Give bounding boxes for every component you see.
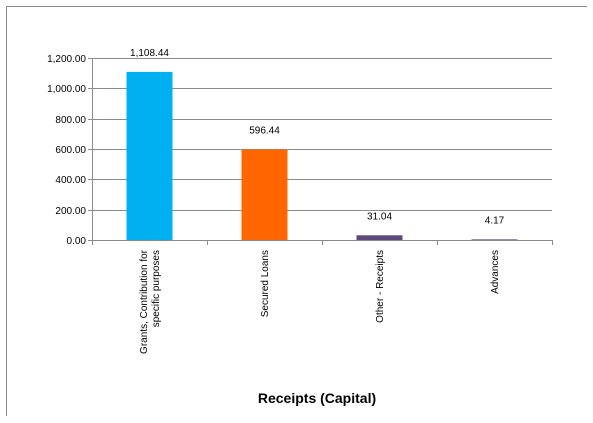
- category-label: Advances: [490, 250, 501, 294]
- category-label: Other - Receipts: [375, 250, 386, 323]
- category-label-line: specific purposes: [151, 250, 162, 327]
- data-label: 596.44: [249, 126, 280, 137]
- y-tick-label: 0.00: [67, 236, 87, 247]
- data-label: 4.17: [485, 215, 505, 226]
- data-labels: 1,108.44 596.44 31.04 4.17: [130, 48, 505, 226]
- category-label-line: Advances: [490, 250, 501, 294]
- y-tick-label: 400.00: [55, 175, 86, 186]
- category-label-line: Secured Loans: [260, 250, 271, 317]
- y-axis-ticks: 0.00 200.00 400.00 600.00 800.00 1,000.00 1,20…: [47, 54, 86, 247]
- y-tick-label: 1,000.00: [47, 84, 86, 95]
- bar: [471, 239, 518, 240]
- y-tick-label: 200.00: [55, 206, 86, 217]
- x-axis-title: Receipts (Capital): [258, 390, 376, 406]
- bar: [356, 235, 403, 240]
- y-tick-label: 1,200.00: [47, 54, 86, 65]
- data-label: 1,108.44: [130, 48, 169, 59]
- bar: [241, 149, 288, 240]
- gridlines: [88, 58, 553, 245]
- data-label: 31.04: [367, 211, 392, 222]
- category-label: Secured Loans: [260, 250, 271, 317]
- category-label-line: Grants, Contribution for: [139, 249, 150, 354]
- category-labels: Grants, Contribution forspecific purpose…: [139, 249, 501, 354]
- bar: [126, 71, 173, 240]
- bars: [126, 71, 518, 240]
- category-label-line: Other - Receipts: [375, 250, 386, 323]
- y-tick-label: 800.00: [55, 115, 86, 126]
- category-label: Grants, Contribution forspecific purpose…: [139, 249, 162, 354]
- y-tick-label: 600.00: [55, 145, 86, 156]
